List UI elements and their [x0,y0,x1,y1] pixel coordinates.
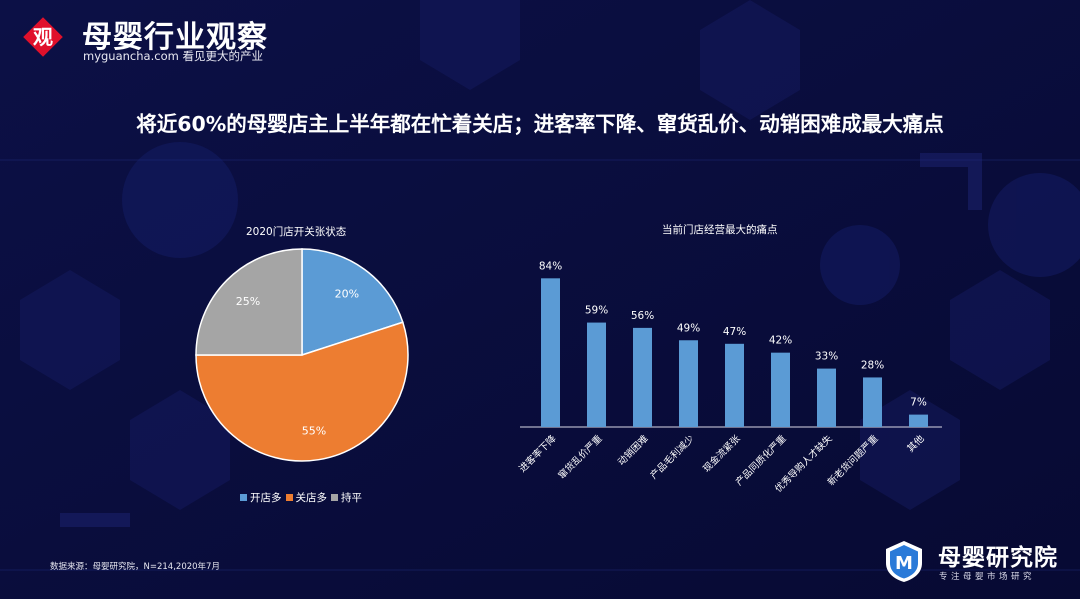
legend-swatch [285,494,293,501]
x-tick-label: 进客率下降 [517,432,559,474]
pie-slice-label: 20% [335,287,359,300]
bar-value-label: 28% [861,359,884,371]
bar-value-label: 56% [631,310,654,322]
pie-legend: 开店多 关店多 持平 [240,490,366,505]
brand-icon-letter: M [895,553,913,574]
x-tick-label: 产品毛利减少 [648,432,697,481]
logo-subtitle: myguancha.com 看见更大的产业 [83,49,263,63]
x-tick-label: 现金流紧张 [701,432,743,474]
brand-logo[interactable]: M 母婴研究院 专注母婴市场研究 [882,537,1072,591]
x-tick-label: 动销困难 [615,432,651,468]
legend-label: 关店多 [295,492,328,504]
bar-value-label: 84% [539,260,562,272]
legend-swatch [240,494,247,501]
page-title: 将近60%的母婴店主上半年都在忙着关店；进客率下降、窜货乱价、动销困难成最大痛点 [136,112,944,136]
legend-label: 开店多 [250,492,282,504]
bar [679,340,698,427]
bar-value-label: 7% [910,397,927,409]
logo[interactable]: 观 母婴行业观察 myguancha.com 看见更大的产业 [16,8,276,64]
x-tick-label: 其他 [905,432,927,454]
bar [863,377,882,427]
pie-slice-0 [301,248,404,357]
legend-item: 关店多 [285,490,328,505]
pie-slice-label: 55% [302,424,326,437]
bar [633,327,652,427]
bar-value-label: 42% [769,335,792,347]
legend-item: 开店多 [240,490,282,505]
logo-char: 观 [33,25,53,49]
pie-slice-2 [195,248,303,356]
bar-chart-title: 当前门店经营最大的痛点 [662,224,778,236]
bar-value-label: 59% [585,305,608,317]
bar [909,414,928,427]
brand-slogan: 专注母婴市场研究 [939,572,1036,582]
pie-slice-1 [195,321,409,462]
bar-chart: 84% 进客率下降 59% 窜货乱价严重 56% 动销困难 49% 产品毛利减少 47% 现金流紧… [517,260,942,495]
legend-swatch [331,494,338,501]
bar [817,368,836,427]
data-source-note: 数据来源：母婴研究院，N=214,2020年7月 [50,562,220,572]
brand-name: 母婴研究院 [938,545,1058,571]
pie-chart: 20% 55% 25% [195,248,409,462]
bar-value-label: 33% [815,351,838,363]
logo-title: 母婴行业观察 [82,20,268,55]
bar [541,278,560,427]
bar-value-label: 47% [723,326,746,338]
bar [771,352,790,427]
bar [725,343,744,427]
legend-item: 持平 [331,490,362,505]
legend-label: 持平 [341,492,362,504]
brand-shield-icon: M [886,541,922,582]
pie-slice-label: 25% [236,295,260,308]
bar-value-label: 49% [677,322,700,334]
logo-diamond-mark: 观 [23,17,63,57]
bar [587,322,606,427]
pie-chart-title: 2020门店开关张状态 [246,226,347,238]
x-tick-label: 窜货乱价严重 [556,432,605,481]
